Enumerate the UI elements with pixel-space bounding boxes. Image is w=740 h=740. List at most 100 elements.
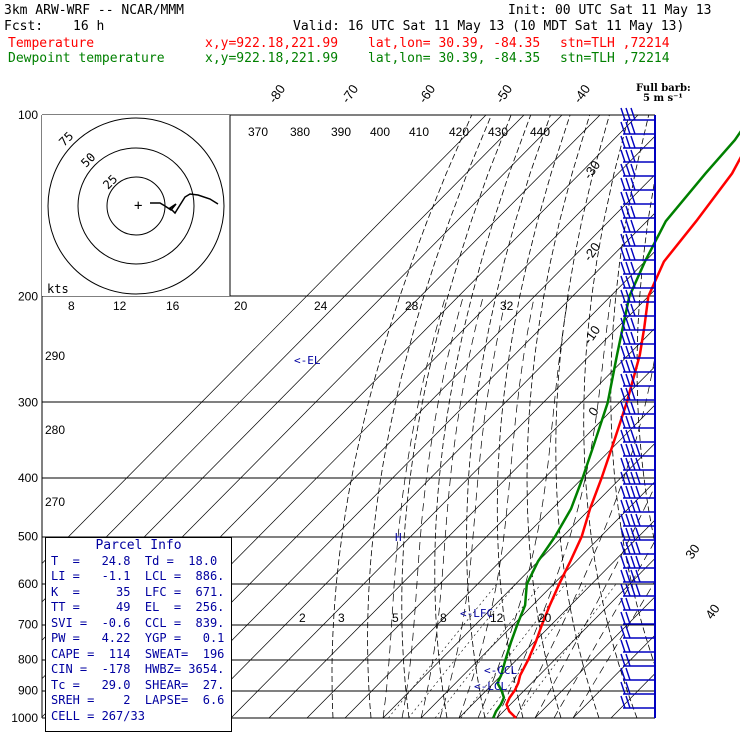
temperature-label: -80 xyxy=(265,82,288,106)
moist-adiabat xyxy=(401,296,464,718)
wind-barb xyxy=(620,135,655,149)
dry-adiabat xyxy=(466,115,551,718)
fcst-value: 16 h xyxy=(73,19,105,34)
dry-adiabat xyxy=(367,115,492,718)
dry-adiabat xyxy=(401,115,512,718)
dry-adiabat xyxy=(583,115,638,718)
wind-barb xyxy=(620,261,655,275)
theta-label: 420 xyxy=(449,125,469,139)
wind-barb xyxy=(620,121,655,135)
parcel-info-title: Parcel Info xyxy=(95,538,182,553)
theta-label: 430 xyxy=(488,125,508,139)
moist-adiabat xyxy=(572,580,655,718)
pressure-label-300: 300 xyxy=(18,396,38,410)
theta-label: 410 xyxy=(409,125,429,139)
wind-barb xyxy=(620,611,655,625)
hodograph: + 25 50 75 kts xyxy=(42,115,231,296)
parcel-row: CIN = -178 HWBZ= 3654. xyxy=(51,662,225,676)
dry-adiabat xyxy=(610,115,655,667)
isotherm-line xyxy=(192,250,655,718)
theta-axis: 370 380 390 400 410 420 430 440 290 280 270 xyxy=(45,125,550,509)
wind-barb xyxy=(620,457,655,471)
mixing-ratio-label: 12 xyxy=(490,611,504,625)
hodo-units-label: kts xyxy=(47,282,69,296)
wind-barb xyxy=(620,275,655,289)
dry-adiabat xyxy=(526,115,591,718)
wind-barb xyxy=(620,485,655,499)
mixing-ratio-label: 20 xyxy=(538,611,552,625)
speed-label: 28 xyxy=(405,299,419,313)
wind-barb xyxy=(620,443,655,457)
theta-label: 390 xyxy=(331,125,351,139)
isotherm-line xyxy=(230,289,655,718)
temperature-label: -60 xyxy=(415,82,438,106)
speed-label: 8 xyxy=(68,299,75,313)
mixing-ratio-label: 5 xyxy=(392,611,399,625)
temperature-trace xyxy=(505,156,740,719)
valid-time: Valid: 16 UTC Sat 11 May 13 (10 MDT Sat … xyxy=(293,19,685,34)
lcl-tick-marker: H xyxy=(395,531,402,544)
dry-adiabat-lines xyxy=(331,115,740,718)
temperature-label: -30 xyxy=(580,158,603,182)
wind-barb xyxy=(620,247,655,261)
isotherm-line xyxy=(268,327,655,718)
wind-barb xyxy=(620,471,655,485)
wind-barb xyxy=(620,681,655,695)
theta-label: 290 xyxy=(45,349,65,363)
moist-adiabat xyxy=(439,296,507,718)
parcel-row: TT = 49 EL = 256. xyxy=(51,600,225,614)
pressure-label-200: 200 xyxy=(18,290,38,304)
pressure-label-1000: 1000 xyxy=(11,711,38,725)
dry-adiabat xyxy=(663,115,740,718)
temp-latlon: lat,lon= 30.39, -84.35 xyxy=(368,36,541,51)
wind-barb xyxy=(620,429,655,443)
hodograph-center-marker: + xyxy=(134,198,142,214)
mixing-ratio-label: 3 xyxy=(338,611,345,625)
hodo-speed-axis: 8 12 16 20 24 28 32 xyxy=(68,299,514,313)
pressure-label-100: 100 xyxy=(18,108,38,122)
speed-label: 24 xyxy=(314,299,328,313)
isotherm-line xyxy=(534,596,655,718)
wind-barb xyxy=(620,149,655,163)
moist-adiabat xyxy=(496,296,612,718)
temperature-label: 40 xyxy=(702,601,723,621)
mixing-ratio-label: 2 xyxy=(299,611,306,625)
parcel-row: LI = -1.1 LCL = 886. xyxy=(51,569,225,583)
speed-label: 20 xyxy=(234,299,248,313)
isotherm-line xyxy=(42,115,525,603)
mixing-ratio-line xyxy=(388,584,497,718)
temperature-label: -70 xyxy=(338,82,361,106)
wind-barb xyxy=(620,639,655,653)
wind-barb xyxy=(620,625,655,639)
wind-barb xyxy=(620,401,655,415)
speed-label: 16 xyxy=(166,299,180,313)
moist-adiabat xyxy=(420,296,484,718)
speed-label: 12 xyxy=(113,299,127,313)
wind-barb xyxy=(620,345,655,359)
wind-barb xyxy=(620,541,655,555)
temp-station: stn=TLH ,72214 xyxy=(560,36,670,51)
wind-barb xyxy=(620,289,655,303)
dry-adiabat xyxy=(434,115,532,718)
dew-latlon: lat,lon= 30.39, -84.35 xyxy=(368,51,541,66)
temperature-label: 30 xyxy=(682,541,703,561)
moist-adiabat xyxy=(458,296,535,718)
ccl-marker: <-CCL xyxy=(484,664,517,677)
wind-barb xyxy=(620,303,655,317)
wind-barb xyxy=(620,415,655,429)
theta-label: 370 xyxy=(248,125,268,139)
dew-coords: x,y=922.18,221.99 xyxy=(205,51,339,66)
parcel-row: SREH = 2 LAPSE= 6.6 xyxy=(51,693,225,707)
lcl-marker: <-LCL xyxy=(474,680,507,693)
wind-barb xyxy=(620,555,655,569)
barb-legend-title: Full barb: xyxy=(636,83,691,94)
wind-barb xyxy=(620,219,655,233)
wind-barbs xyxy=(620,107,655,709)
legend-temperature: Temperature xyxy=(8,36,95,51)
wind-barb xyxy=(620,233,655,247)
legend-dewpoint: Dewpoint temperature xyxy=(8,51,165,66)
pressure-label-400: 400 xyxy=(18,471,38,485)
moist-adiabat xyxy=(515,354,655,718)
isotherm-line xyxy=(306,365,655,718)
theta-label: 400 xyxy=(370,125,390,139)
